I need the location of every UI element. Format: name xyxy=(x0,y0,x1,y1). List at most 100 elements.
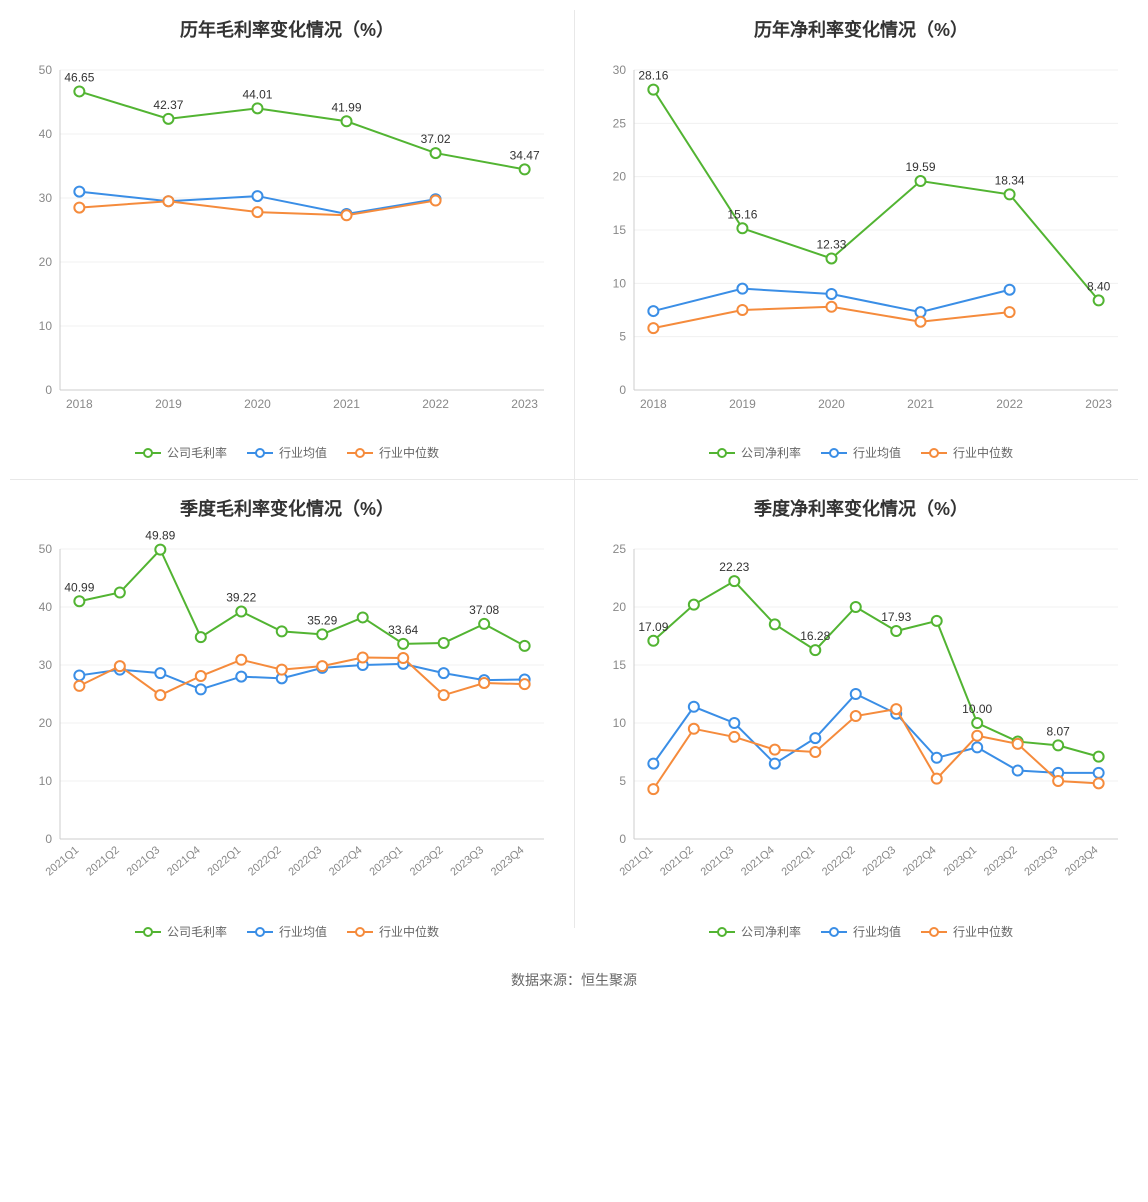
value-label: 18.34 xyxy=(995,173,1025,187)
legend-label: 行业均值 xyxy=(853,923,901,940)
value-label: 8.07 xyxy=(1046,724,1070,738)
legend-label: 行业中位数 xyxy=(379,444,439,461)
svg-text:2021Q3: 2021Q3 xyxy=(125,844,163,878)
svg-text:2019: 2019 xyxy=(729,397,756,411)
series-marker xyxy=(972,718,982,728)
series-marker xyxy=(689,600,699,610)
chart-plot: 010203040502021Q12021Q22021Q32021Q42022Q… xyxy=(10,529,564,899)
value-label: 34.47 xyxy=(510,148,540,162)
legend-swatch xyxy=(921,926,947,938)
svg-text:5: 5 xyxy=(619,330,626,344)
svg-text:2023Q2: 2023Q2 xyxy=(408,844,446,878)
svg-text:2021Q4: 2021Q4 xyxy=(739,844,777,878)
series-marker xyxy=(196,632,206,642)
series-marker xyxy=(916,176,926,186)
svg-text:2022Q3: 2022Q3 xyxy=(860,844,898,878)
series-line xyxy=(653,90,1098,301)
legend-swatch xyxy=(347,447,373,459)
svg-text:20: 20 xyxy=(613,170,627,184)
series-marker xyxy=(1094,295,1104,305)
series-marker xyxy=(1005,189,1015,199)
value-label: 33.64 xyxy=(388,623,418,637)
series-marker xyxy=(1094,778,1104,788)
series-marker xyxy=(74,681,84,691)
series-line xyxy=(653,709,1098,789)
svg-text:2023Q3: 2023Q3 xyxy=(448,844,486,878)
series-marker xyxy=(74,187,84,197)
series-marker xyxy=(439,638,449,648)
series-marker xyxy=(810,645,820,655)
chart-panel-quarter_gross: 季度毛利率变化情况（%）010203040502021Q12021Q22021Q… xyxy=(0,479,574,958)
svg-text:2023Q2: 2023Q2 xyxy=(982,844,1020,878)
legend-item: 公司净利率 xyxy=(709,923,801,940)
series-marker xyxy=(74,596,84,606)
series-marker xyxy=(252,103,262,113)
series-marker xyxy=(770,619,780,629)
svg-text:2021: 2021 xyxy=(333,397,360,411)
legend-item: 行业均值 xyxy=(821,923,901,940)
series-marker xyxy=(689,724,699,734)
series-marker xyxy=(972,731,982,741)
series-marker xyxy=(398,639,408,649)
horizontal-divider xyxy=(10,479,1138,480)
svg-text:2022Q3: 2022Q3 xyxy=(286,844,324,878)
value-label: 44.01 xyxy=(242,87,272,101)
svg-text:2019: 2019 xyxy=(155,397,182,411)
legend-swatch xyxy=(709,447,735,459)
svg-text:2018: 2018 xyxy=(640,397,667,411)
series-marker xyxy=(74,86,84,96)
chart-plot: 0102030405020182019202020212022202346.65… xyxy=(10,50,564,420)
legend-swatch xyxy=(135,447,161,459)
legend-item: 公司净利率 xyxy=(709,444,801,461)
chart-plot: 05101520252021Q12021Q22021Q32021Q42022Q1… xyxy=(584,529,1138,899)
svg-text:15: 15 xyxy=(613,658,627,672)
svg-text:2022Q1: 2022Q1 xyxy=(205,844,243,878)
value-label: 35.29 xyxy=(307,613,337,627)
value-label: 28.16 xyxy=(638,69,668,83)
legend-label: 行业中位数 xyxy=(379,923,439,940)
chart-svg: 010203040502021Q12021Q22021Q32021Q42022Q… xyxy=(10,529,564,899)
svg-text:25: 25 xyxy=(613,116,627,130)
legend-item: 行业均值 xyxy=(247,923,327,940)
series-marker xyxy=(155,690,165,700)
svg-text:5: 5 xyxy=(619,774,626,788)
legend-swatch xyxy=(709,926,735,938)
series-marker xyxy=(196,684,206,694)
legend-label: 行业中位数 xyxy=(953,923,1013,940)
chart-plot: 05101520253020182019202020212022202328.1… xyxy=(584,50,1138,420)
series-marker xyxy=(916,317,926,327)
chart-panel-annual_net: 历年净利率变化情况（%）0510152025302018201920202021… xyxy=(574,0,1148,479)
series-marker xyxy=(737,305,747,315)
svg-text:2018: 2018 xyxy=(66,397,93,411)
value-label: 16.28 xyxy=(800,629,830,643)
legend-item: 行业中位数 xyxy=(347,444,439,461)
value-label: 22.23 xyxy=(719,560,749,574)
chart-legend: 公司净利率行业均值行业中位数 xyxy=(584,444,1138,461)
legend-item: 行业中位数 xyxy=(921,444,1013,461)
svg-text:10: 10 xyxy=(613,276,627,290)
series-marker xyxy=(155,545,165,555)
data-source-footer: 数据来源：恒生聚源 xyxy=(0,958,1148,1008)
value-label: 17.09 xyxy=(638,620,668,634)
svg-text:2023: 2023 xyxy=(1085,397,1112,411)
svg-text:2021Q4: 2021Q4 xyxy=(165,844,203,878)
series-marker xyxy=(1053,740,1063,750)
legend-swatch xyxy=(821,447,847,459)
legend-label: 公司毛利率 xyxy=(167,923,227,940)
svg-text:10: 10 xyxy=(613,716,627,730)
series-marker xyxy=(74,203,84,213)
svg-text:2022Q1: 2022Q1 xyxy=(779,844,817,878)
svg-text:2022Q2: 2022Q2 xyxy=(246,844,284,878)
series-marker xyxy=(1013,766,1023,776)
svg-text:40: 40 xyxy=(39,600,53,614)
series-marker xyxy=(1094,768,1104,778)
legend-swatch xyxy=(921,447,947,459)
svg-text:2022: 2022 xyxy=(996,397,1023,411)
series-marker xyxy=(479,678,489,688)
svg-text:30: 30 xyxy=(39,191,53,205)
series-marker xyxy=(358,612,368,622)
svg-text:2023Q4: 2023Q4 xyxy=(1063,844,1101,878)
series-marker xyxy=(729,576,739,586)
value-label: 40.99 xyxy=(64,580,94,594)
series-marker xyxy=(236,655,246,665)
